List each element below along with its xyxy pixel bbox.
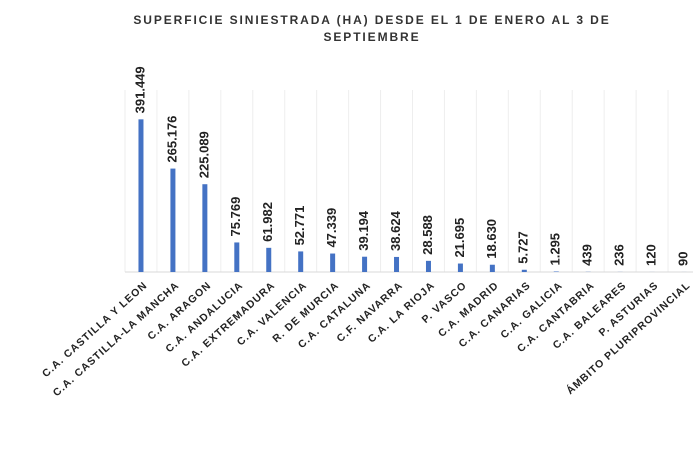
data-label: 21.695: [452, 218, 467, 258]
bar: [362, 256, 368, 272]
bar: [425, 260, 431, 272]
data-label: 61.982: [260, 202, 275, 242]
bar: [394, 256, 400, 272]
data-label: 75.769: [228, 197, 243, 237]
bar: [266, 247, 272, 272]
bar: [298, 251, 304, 272]
bar: [202, 184, 208, 272]
data-label: 39.194: [356, 210, 371, 251]
bar: [457, 263, 463, 272]
data-label: 225.089: [196, 131, 211, 178]
bar: [489, 264, 495, 272]
data-label: 439: [580, 244, 595, 266]
data-label: 18.630: [484, 219, 499, 259]
bar: [553, 271, 559, 272]
data-label: 28.588: [420, 215, 435, 255]
bar: [170, 168, 176, 272]
bar: [521, 269, 527, 272]
data-label: 391.449: [132, 66, 147, 113]
data-label: 5.727: [516, 231, 531, 264]
data-label: 38.624: [388, 210, 403, 251]
bar: [330, 253, 336, 272]
data-label: 47.339: [324, 208, 339, 248]
bar: [234, 242, 240, 272]
data-label: 1.295: [548, 233, 563, 266]
data-label: 90: [675, 251, 690, 265]
data-label: 236: [612, 244, 627, 266]
chart-title: SUPERFICIE SINIESTRADA (HA) DESDE EL 1 D…: [133, 13, 611, 44]
data-label: 120: [644, 244, 659, 266]
data-label: 52.771: [292, 206, 307, 246]
bar: [138, 119, 144, 272]
x-tick-label: C.A. CASTILLA-LA MANCHA: [51, 279, 182, 399]
data-label: 265.176: [164, 116, 179, 163]
